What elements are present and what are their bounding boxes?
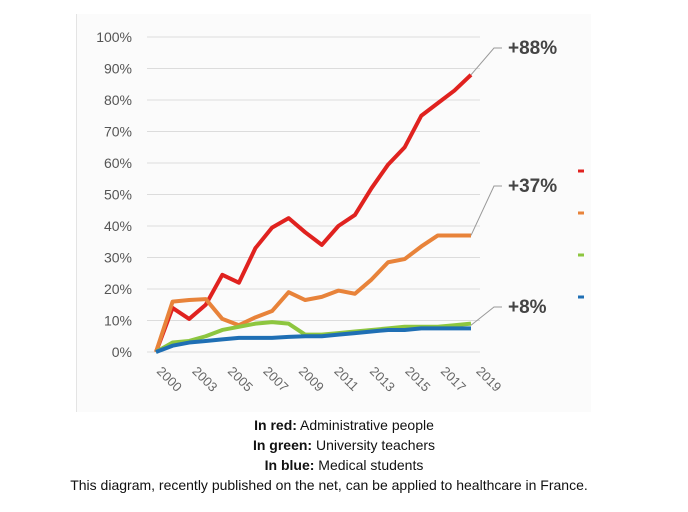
x-tick-label: 2017 <box>438 364 469 395</box>
annotation-leader <box>470 47 502 76</box>
x-tick-label: 2009 <box>296 364 327 395</box>
y-tick-label: 20% <box>104 281 132 297</box>
caption-blue-label: In blue: <box>264 457 315 473</box>
x-tick-label: 2000 <box>154 364 185 395</box>
y-tick-label: 30% <box>104 250 132 266</box>
annotation-label: +88% <box>508 38 557 59</box>
x-tick-label: 2019 <box>473 364 504 395</box>
y-tick-label: 60% <box>104 155 132 171</box>
x-tick-label: 2007 <box>260 364 291 395</box>
x-tick-label: 2005 <box>225 364 256 395</box>
caption-red: In red: Administrative people <box>0 415 688 435</box>
x-tick-label: 2011 <box>331 364 361 394</box>
caption-green-text: University teachers <box>312 437 436 453</box>
caption-blue-text: Medical students <box>314 457 424 473</box>
series-line-3 <box>155 326 471 354</box>
x-tick-label: 2003 <box>189 364 220 395</box>
chart-panel <box>76 14 591 412</box>
y-tick-label: 90% <box>104 61 132 77</box>
annotation-leader <box>470 185 502 236</box>
y-tick-label: 40% <box>104 218 132 234</box>
x-tick-label: 2015 <box>402 364 433 395</box>
caption-green-label: In green: <box>252 437 313 453</box>
annotation-label: +37% <box>508 176 557 197</box>
caption-red-label: In red: <box>254 417 297 433</box>
y-tick-label: 80% <box>104 92 132 108</box>
caption-note: This diagram, recently published on the … <box>70 477 588 493</box>
caption-blue: In blue: Medical students <box>0 455 688 475</box>
series-line-1 <box>154 233 471 353</box>
y-tick-label: 70% <box>104 124 132 140</box>
y-tick-label: 50% <box>104 187 132 203</box>
y-tick-label: 100% <box>96 29 132 45</box>
x-tick-label: 2013 <box>367 364 398 395</box>
y-tick-label: 0% <box>112 344 132 360</box>
series-line-0 <box>154 73 473 353</box>
annotation-label: +8% <box>508 297 547 318</box>
y-tick-label: 10% <box>104 313 132 329</box>
line-chart: 0%10%20%30%40%50%60%70%80%90%100%2000 200… <box>96 29 584 395</box>
caption-red-text: Administrative people <box>296 417 434 433</box>
annotation-leader <box>470 306 502 326</box>
caption-green: In green: University teachers <box>0 435 688 455</box>
